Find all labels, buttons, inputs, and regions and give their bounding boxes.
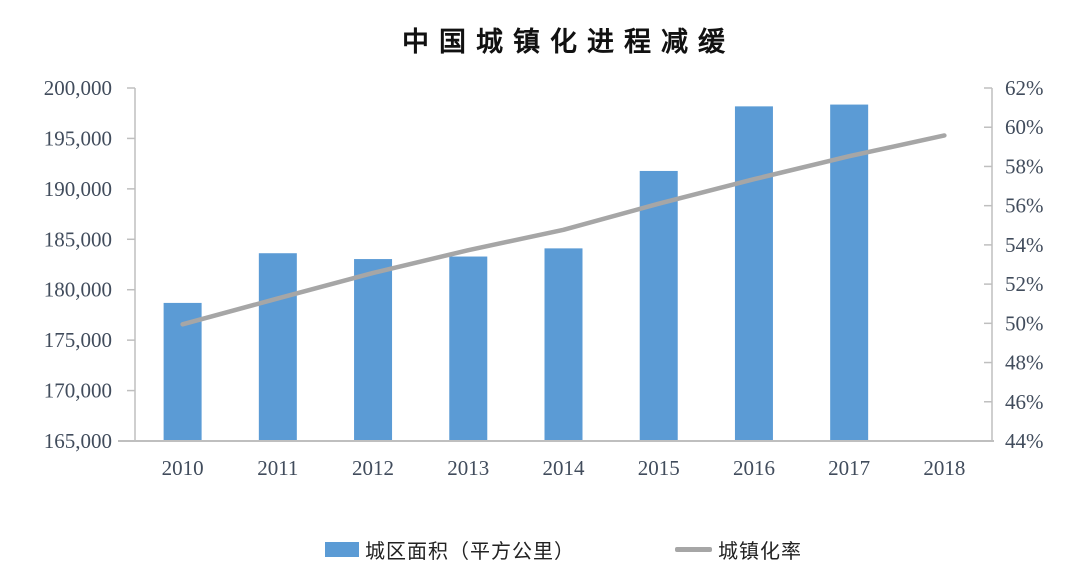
legend-item-urban-area: 城区面积（平方公里） xyxy=(325,535,575,564)
svg-text:2015: 2015 xyxy=(638,456,680,480)
svg-text:2014: 2014 xyxy=(543,456,586,480)
svg-text:44%: 44% xyxy=(1005,429,1044,453)
svg-text:190,000: 190,000 xyxy=(44,177,112,201)
svg-text:2016: 2016 xyxy=(733,456,775,480)
svg-text:46%: 46% xyxy=(1005,390,1044,414)
svg-text:185,000: 185,000 xyxy=(44,227,112,251)
svg-text:2012: 2012 xyxy=(352,456,394,480)
svg-text:50%: 50% xyxy=(1005,311,1044,335)
svg-text:200,000: 200,000 xyxy=(44,76,112,100)
svg-text:2013: 2013 xyxy=(447,456,489,480)
svg-text:58%: 58% xyxy=(1005,154,1044,178)
svg-text:195,000: 195,000 xyxy=(44,126,112,150)
line-series-swatch xyxy=(675,546,712,552)
svg-text:2010: 2010 xyxy=(162,456,204,480)
svg-text:170,000: 170,000 xyxy=(44,379,112,403)
svg-text:48%: 48% xyxy=(1005,351,1044,375)
svg-text:180,000: 180,000 xyxy=(44,278,112,302)
legend-label-urbanization-rate: 城镇化率 xyxy=(718,540,802,563)
svg-text:165,000: 165,000 xyxy=(44,429,112,453)
legend-label-urban-area: 城区面积（平方公里） xyxy=(365,540,575,563)
chart-title: 中国城镇化进程减缓 xyxy=(402,27,735,57)
svg-text:62%: 62% xyxy=(1005,76,1044,100)
svg-text:175,000: 175,000 xyxy=(44,328,112,352)
svg-text:60%: 60% xyxy=(1005,115,1044,139)
svg-text:2011: 2011 xyxy=(257,456,298,480)
svg-text:52%: 52% xyxy=(1005,272,1044,296)
svg-text:54%: 54% xyxy=(1005,233,1044,257)
svg-text:2018: 2018 xyxy=(923,456,965,480)
bar-series-swatch xyxy=(325,541,359,557)
svg-text:2017: 2017 xyxy=(828,456,870,480)
svg-text:56%: 56% xyxy=(1005,194,1044,218)
legend-item-urbanization-rate: 城镇化率 xyxy=(675,535,802,564)
legend: 城区面积（平方公里） 城镇化率 xyxy=(135,535,992,564)
